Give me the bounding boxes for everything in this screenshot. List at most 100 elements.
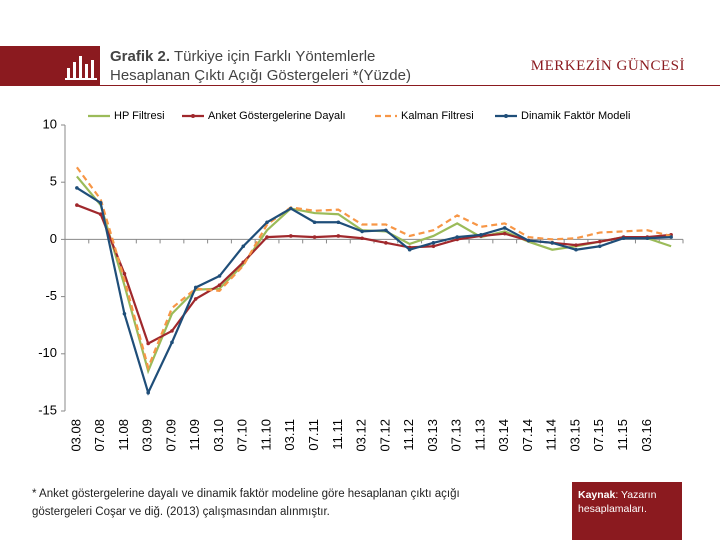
y-tick-label: 5 bbox=[50, 174, 57, 189]
series-marker bbox=[98, 200, 103, 205]
x-tick-label: 07.14 bbox=[520, 419, 535, 452]
x-tick-label: 11.09 bbox=[187, 419, 202, 451]
series-marker bbox=[431, 244, 436, 249]
x-tick-label: 03.15 bbox=[567, 419, 582, 452]
y-tick-label: -10 bbox=[38, 345, 57, 360]
series-marker bbox=[574, 247, 578, 252]
series-marker bbox=[598, 239, 602, 244]
x-tick-label: 11.14 bbox=[544, 419, 559, 451]
legend-marker bbox=[504, 114, 508, 118]
series-marker bbox=[312, 220, 317, 225]
x-tick-label: 03.14 bbox=[496, 419, 511, 452]
x-tick-label: 11.13 bbox=[472, 419, 487, 451]
x-tick-label: 03.09 bbox=[140, 419, 155, 452]
legend-label: HP Filtresi bbox=[114, 110, 165, 122]
series-marker bbox=[598, 244, 602, 249]
source-text: : Yazarın bbox=[615, 489, 657, 501]
legend-label: Anket Göstergelerine Dayalı bbox=[208, 110, 346, 122]
series-marker bbox=[312, 235, 317, 239]
x-tick-label: 03.08 bbox=[68, 419, 83, 452]
series-marker bbox=[217, 283, 222, 287]
series-marker bbox=[502, 231, 507, 236]
series-marker bbox=[193, 285, 198, 290]
series-marker bbox=[502, 226, 507, 230]
series-marker bbox=[122, 271, 127, 276]
x-tick-label: 03.16 bbox=[639, 419, 654, 452]
series-marker bbox=[574, 243, 578, 247]
series-marker bbox=[336, 220, 341, 225]
series-line bbox=[76, 175, 672, 375]
series-marker bbox=[479, 233, 483, 237]
series-marker bbox=[146, 390, 150, 395]
series-marker bbox=[75, 203, 79, 207]
footnote-line: göstergeleri Coşar ve diğ. (2013) çalışm… bbox=[32, 506, 330, 518]
series-marker bbox=[98, 212, 103, 217]
series-marker bbox=[289, 234, 293, 238]
x-tick-label: 11.08 bbox=[116, 419, 131, 451]
series-marker bbox=[526, 238, 531, 243]
x-tick-label: 07.12 bbox=[377, 419, 392, 452]
title-text: Türkiye için Farklı Yöntemlerle bbox=[173, 48, 376, 65]
series-marker bbox=[336, 234, 341, 238]
series-marker bbox=[360, 236, 364, 241]
x-tick-label: 07.08 bbox=[92, 419, 107, 452]
title-label: Grafik 2. bbox=[110, 48, 171, 65]
series-marker bbox=[146, 341, 150, 346]
legend-label: Dinamik Faktör Modeli bbox=[521, 110, 630, 122]
x-tick-label: 07.11 bbox=[306, 419, 321, 451]
series-marker bbox=[265, 235, 269, 239]
chart: -15 -10 -5 0 5 10 03.08 07.08 11.08 03.09 07.09 11.… bbox=[38, 110, 684, 452]
series-marker bbox=[669, 235, 673, 239]
series-marker bbox=[265, 220, 269, 225]
series-marker bbox=[170, 329, 174, 333]
series-line bbox=[76, 204, 672, 346]
y-tick-label: 10 bbox=[43, 116, 57, 131]
source-label: Kaynak bbox=[578, 489, 616, 501]
series-marker bbox=[431, 241, 436, 245]
chart-icon bbox=[65, 56, 97, 80]
x-tick-label: 03.10 bbox=[211, 419, 226, 452]
series-marker bbox=[360, 229, 364, 234]
x-tick-label: 03.11 bbox=[282, 419, 297, 451]
series-marker bbox=[384, 241, 388, 245]
series-marker bbox=[289, 206, 293, 211]
header-rule bbox=[100, 85, 720, 86]
series-marker bbox=[384, 228, 388, 233]
series-line bbox=[76, 166, 672, 371]
title-text: Hesaplanan Çıktı Açığı Göstergeleri *(Yü… bbox=[110, 67, 411, 84]
series-marker bbox=[241, 244, 246, 249]
y-tick-label: 0 bbox=[50, 231, 57, 246]
series-marker bbox=[193, 297, 198, 301]
legend-label: Kalman Filtresi bbox=[401, 110, 474, 122]
footnote-line: * Anket göstergelerine dayalı ve dinamik… bbox=[32, 488, 460, 500]
source-text: hesaplamaları. bbox=[578, 503, 647, 515]
y-tick-label: -5 bbox=[45, 288, 57, 303]
y-tick-label: -15 bbox=[38, 402, 57, 417]
series-marker bbox=[621, 236, 626, 241]
x-tick-label: 11.10 bbox=[258, 419, 273, 451]
series-marker bbox=[75, 186, 79, 190]
brand: MERKEZİN GÜNCESİ bbox=[530, 58, 685, 74]
source-box: Kaynak: Yazarın hesaplamaları. bbox=[572, 482, 682, 540]
x-tick-label: 07.13 bbox=[449, 419, 464, 452]
series-marker bbox=[407, 247, 412, 252]
series-marker bbox=[455, 235, 459, 239]
x-tick-label: 11.12 bbox=[401, 419, 416, 451]
x-tick-label: 07.15 bbox=[591, 419, 606, 452]
source-line: Kaynak: Yazarın bbox=[578, 488, 676, 502]
series-marker bbox=[170, 340, 174, 345]
x-tick-label: 11.11 bbox=[330, 419, 345, 450]
series-marker bbox=[645, 236, 650, 241]
x-tick-label: 07.10 bbox=[235, 419, 250, 452]
title-line: Grafik 2. Türkiye için Farklı Yöntemlerl… bbox=[110, 48, 375, 65]
series-marker bbox=[550, 241, 555, 245]
x-tick-label: 03.13 bbox=[425, 419, 440, 452]
series-line bbox=[76, 186, 672, 396]
footnote: * Anket göstergelerine dayalı ve dinamik… bbox=[32, 485, 460, 521]
legend-marker bbox=[191, 114, 195, 118]
series-marker bbox=[122, 311, 127, 316]
x-tick-label: 07.09 bbox=[163, 419, 178, 452]
x-tick-label: 03.12 bbox=[354, 419, 369, 452]
x-tick-label: 11.15 bbox=[615, 419, 630, 451]
